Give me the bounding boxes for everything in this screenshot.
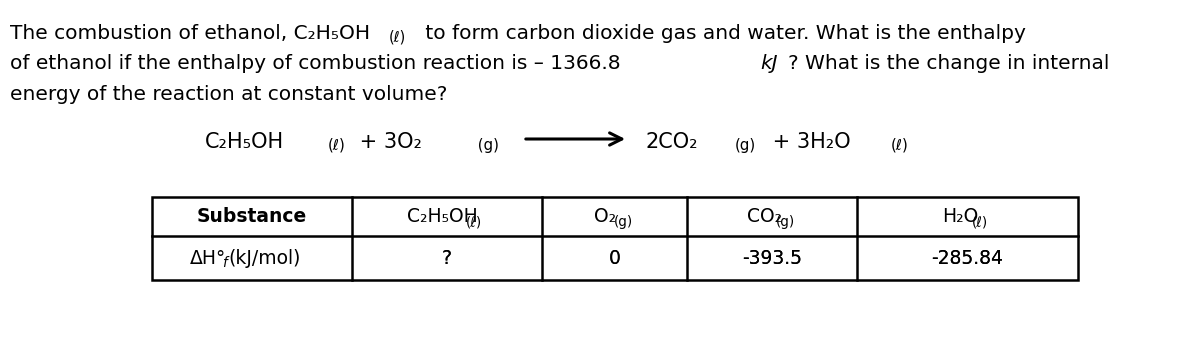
Text: (ℓ): (ℓ) (972, 215, 988, 229)
FancyBboxPatch shape (152, 197, 1078, 280)
Text: CO₂: CO₂ (746, 207, 782, 226)
Text: (ℓ): (ℓ) (328, 138, 346, 153)
Text: (ℓ): (ℓ) (466, 215, 482, 229)
Text: -285.84: -285.84 (931, 248, 1003, 268)
Text: kJ: kJ (761, 54, 778, 73)
Text: -285.84: -285.84 (931, 248, 1003, 268)
Text: Substance: Substance (197, 207, 307, 226)
Text: -393.5: -393.5 (742, 248, 802, 268)
Text: of ethanol if the enthalpy of combustion reaction is – 1366.8: of ethanol if the enthalpy of combustion… (10, 54, 628, 73)
Text: C₂H₅OH: C₂H₅OH (205, 131, 284, 152)
Text: ΔH°: ΔH° (191, 248, 227, 268)
Text: f: f (222, 256, 227, 270)
Text: ? What is the change in internal: ? What is the change in internal (788, 54, 1110, 73)
Text: (g): (g) (473, 138, 499, 153)
Text: C₂H₅OH: C₂H₅OH (407, 207, 478, 226)
Text: 0: 0 (608, 248, 620, 268)
Text: (ℓ): (ℓ) (890, 138, 908, 153)
Text: (g): (g) (734, 138, 756, 153)
Text: to form carbon dioxide gas and water. What is the enthalpy: to form carbon dioxide gas and water. Wh… (419, 24, 1026, 43)
Text: The combustion of ethanol, C₂H₅OH: The combustion of ethanol, C₂H₅OH (10, 24, 370, 43)
Text: ?: ? (442, 248, 452, 268)
Text: -393.5: -393.5 (742, 248, 802, 268)
Text: (g): (g) (776, 215, 796, 229)
Text: (ℓ): (ℓ) (389, 29, 407, 45)
Text: + 3O₂: + 3O₂ (353, 131, 422, 152)
Text: 2CO₂: 2CO₂ (646, 131, 698, 152)
Text: ?: ? (442, 248, 452, 268)
Text: H₂O: H₂O (942, 207, 979, 226)
Text: (g): (g) (613, 215, 632, 229)
Text: + 3H₂O: + 3H₂O (767, 131, 851, 152)
Text: 0: 0 (608, 248, 620, 268)
Text: (kJ/mol): (kJ/mol) (228, 248, 301, 268)
Text: energy of the reaction at constant volume?: energy of the reaction at constant volum… (10, 84, 448, 104)
Text: O₂: O₂ (594, 207, 617, 226)
